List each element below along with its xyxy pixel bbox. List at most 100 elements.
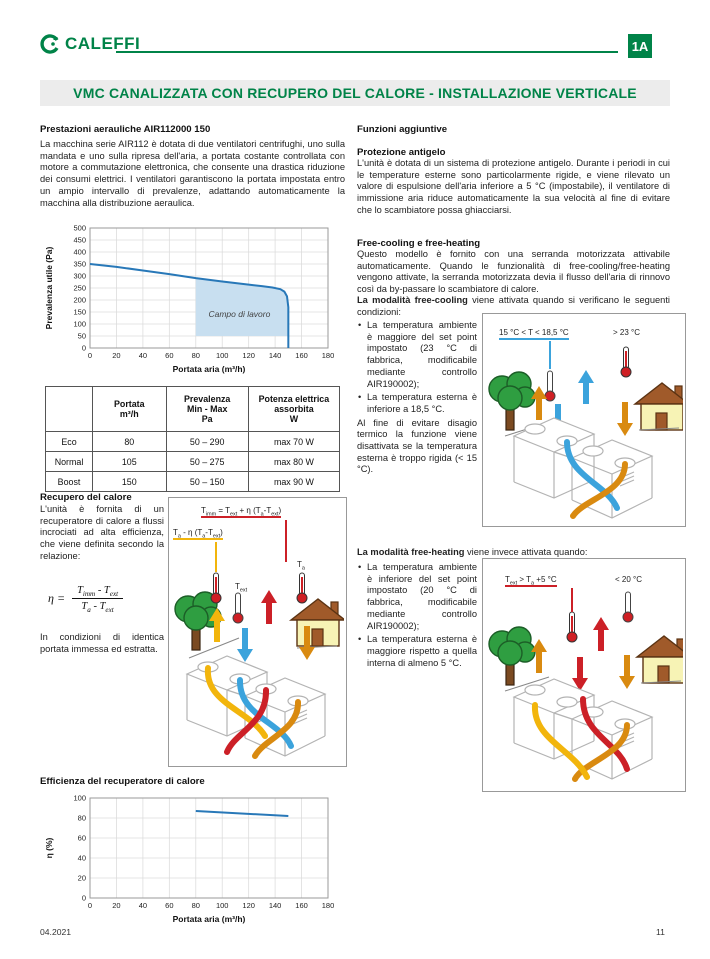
svg-text:200: 200 xyxy=(73,296,86,305)
cell-potenza: max 80 W xyxy=(247,451,341,472)
cell-potenza: max 90 W xyxy=(247,471,341,492)
svg-text:40: 40 xyxy=(139,901,147,910)
heat-recovery-drawing xyxy=(174,572,346,759)
hru-unit-drawing xyxy=(513,678,653,780)
page-title: VMC CANALIZZATA CON RECUPERO DEL CALORE … xyxy=(73,85,637,101)
freeheating-indoor-label: < 20 °C xyxy=(615,575,642,584)
free-heating-drawing xyxy=(488,591,692,782)
freecooling-label-pointer xyxy=(549,341,551,369)
airflow-paths xyxy=(204,665,302,759)
cell-prevalenza: 50 – 150 xyxy=(165,471,249,492)
cell-portata: 105 xyxy=(92,451,167,472)
table-row: Boost 150 50 – 150 max 90 W xyxy=(44,471,341,492)
caleffi-logo-icon xyxy=(40,34,59,54)
svg-text:20: 20 xyxy=(112,351,120,360)
supply-label-pointer xyxy=(285,520,287,562)
formula-denominator: Ta - Text xyxy=(81,601,114,615)
svg-text:140: 140 xyxy=(269,351,282,360)
freeheating-bullet: La temperatura esterna è maggiore rispet… xyxy=(358,634,477,669)
thermometer-warm-icon xyxy=(566,611,578,643)
svg-text:Prevalenza utile (Pa): Prevalenza utile (Pa) xyxy=(44,246,54,329)
freecooling-bullet: La temperatura ambiente è maggiore del s… xyxy=(358,320,477,390)
freeheating-label-pointer xyxy=(571,588,573,612)
antifreeze-title: Protezione antigelo xyxy=(357,147,446,158)
thermometer-cold-icon xyxy=(622,591,634,623)
svg-text:η (%): η (%) xyxy=(44,837,54,858)
svg-text:500: 500 xyxy=(73,224,86,233)
cell-mode: Normal xyxy=(44,451,94,472)
svg-text:80: 80 xyxy=(78,814,86,823)
performance-table-body: Eco 80 50 – 290 max 70 W Normal 105 50 –… xyxy=(44,431,341,492)
svg-text:400: 400 xyxy=(73,248,86,257)
ta-temp-label: Ta xyxy=(297,560,305,572)
svg-text:20: 20 xyxy=(112,901,120,910)
brand-header: CALEFFI xyxy=(40,34,140,54)
table-header-prevalenza: Prevalenza Min - Max Pa xyxy=(165,386,249,432)
free-cooling-diagram: 15 °C < T < 18,5 °C > 23 °C xyxy=(482,313,690,527)
svg-text:140: 140 xyxy=(269,901,282,910)
heat-recovery-diagram: Timm = Text + η (Ta-Text) Ta - η (Ta-Tex… xyxy=(168,497,347,767)
svg-text:60: 60 xyxy=(78,834,86,843)
svg-text:40: 40 xyxy=(78,854,86,863)
free-heating-diagram: Text > Ta +5 °C < 20 °C xyxy=(482,558,692,792)
supply-temp-label: Timm = Text + η (Ta-Text) xyxy=(201,506,282,518)
freecooling-bullet-list: La temperatura ambiente è maggiore del s… xyxy=(357,320,477,416)
freecooling-conditions: La temperatura ambiente è maggiore del s… xyxy=(357,320,477,476)
exhaust-label-pointer xyxy=(215,542,217,572)
svg-text:100: 100 xyxy=(73,794,86,803)
freecooling-outdoor-label: 15 °C < T < 18,5 °C xyxy=(499,328,569,340)
freeheating-bullet-list: La temperatura ambiente è inferiore del … xyxy=(357,562,477,669)
svg-text:60: 60 xyxy=(165,351,173,360)
svg-text:450: 450 xyxy=(73,236,86,245)
svg-text:100: 100 xyxy=(216,901,229,910)
free-cooling-drawing xyxy=(488,346,690,519)
airflow-paths xyxy=(531,696,630,782)
fcfh-title: Free-cooling e free-heating xyxy=(357,238,481,249)
svg-text:0: 0 xyxy=(88,901,92,910)
footer-page-number: 11 xyxy=(656,927,665,937)
freecooling-lead: La modalità free-cooling viene attivata … xyxy=(357,295,670,318)
svg-text:Portata aria (m³/h): Portata aria (m³/h) xyxy=(173,364,246,374)
svg-text:250: 250 xyxy=(73,284,86,293)
svg-text:160: 160 xyxy=(295,901,308,910)
house-icon xyxy=(634,382,690,431)
thermometer-ta-icon xyxy=(296,572,308,604)
header-rule xyxy=(116,51,618,53)
freecooling-note: Al fine di evitare disagio termico la fu… xyxy=(357,417,477,475)
airflow-paths xyxy=(564,439,628,519)
tree-icon xyxy=(488,626,536,686)
intake-down-arrow xyxy=(572,657,588,691)
recovery-section-note: In condizioni di identica portata immess… xyxy=(40,632,164,654)
efficiency-formula: η = Timm - Text Ta - Text xyxy=(48,585,124,615)
section-badge: 1A xyxy=(628,34,652,58)
return-down-arrow xyxy=(617,402,633,436)
freecooling-lead-bold: La modalità free-cooling xyxy=(357,295,468,305)
svg-text:100: 100 xyxy=(73,320,86,329)
antifreeze-body: L'unità è dotata di un sistema di protez… xyxy=(357,158,670,215)
perf-section-body: La macchina serie AIR112 è dotata di due… xyxy=(40,139,345,208)
house-icon xyxy=(636,635,692,684)
supply-up-arrow xyxy=(578,370,594,404)
formula-numerator: Timm - Text xyxy=(72,585,124,599)
freecooling-bullet: La temperatura esterna è inferiore a 18,… xyxy=(358,392,477,415)
fan-curve-chart: Campo di lavoro 0 20 40 60 80 100 120 140 160 180 0… xyxy=(44,224,335,375)
fcfh-body: Questo modello è fornito con una serrand… xyxy=(357,249,670,295)
svg-text:180: 180 xyxy=(322,901,335,910)
svg-text:120: 120 xyxy=(242,351,255,360)
svg-text:80: 80 xyxy=(192,901,200,910)
functions-section-title: Funzioni aggiuntive xyxy=(357,124,448,135)
svg-text:150: 150 xyxy=(73,308,86,317)
cell-prevalenza: 50 – 275 xyxy=(165,451,249,472)
performance-table: Portata m³/h Prevalenza Min - Max Pa Pot… xyxy=(44,386,341,492)
svg-text:60: 60 xyxy=(165,901,173,910)
svg-text:0: 0 xyxy=(82,894,86,903)
cell-mode: Eco xyxy=(44,431,94,452)
svg-text:40: 40 xyxy=(139,351,147,360)
table-header-portata: Portata m³/h xyxy=(92,386,167,432)
freeheating-lead: La modalità free-heating viene invece at… xyxy=(357,547,670,559)
thermometer-cold-icon xyxy=(232,592,244,624)
cell-potenza: max 70 W xyxy=(247,431,341,452)
recovery-section-title: Recupero del calore xyxy=(40,492,132,503)
svg-text:180: 180 xyxy=(322,351,335,360)
